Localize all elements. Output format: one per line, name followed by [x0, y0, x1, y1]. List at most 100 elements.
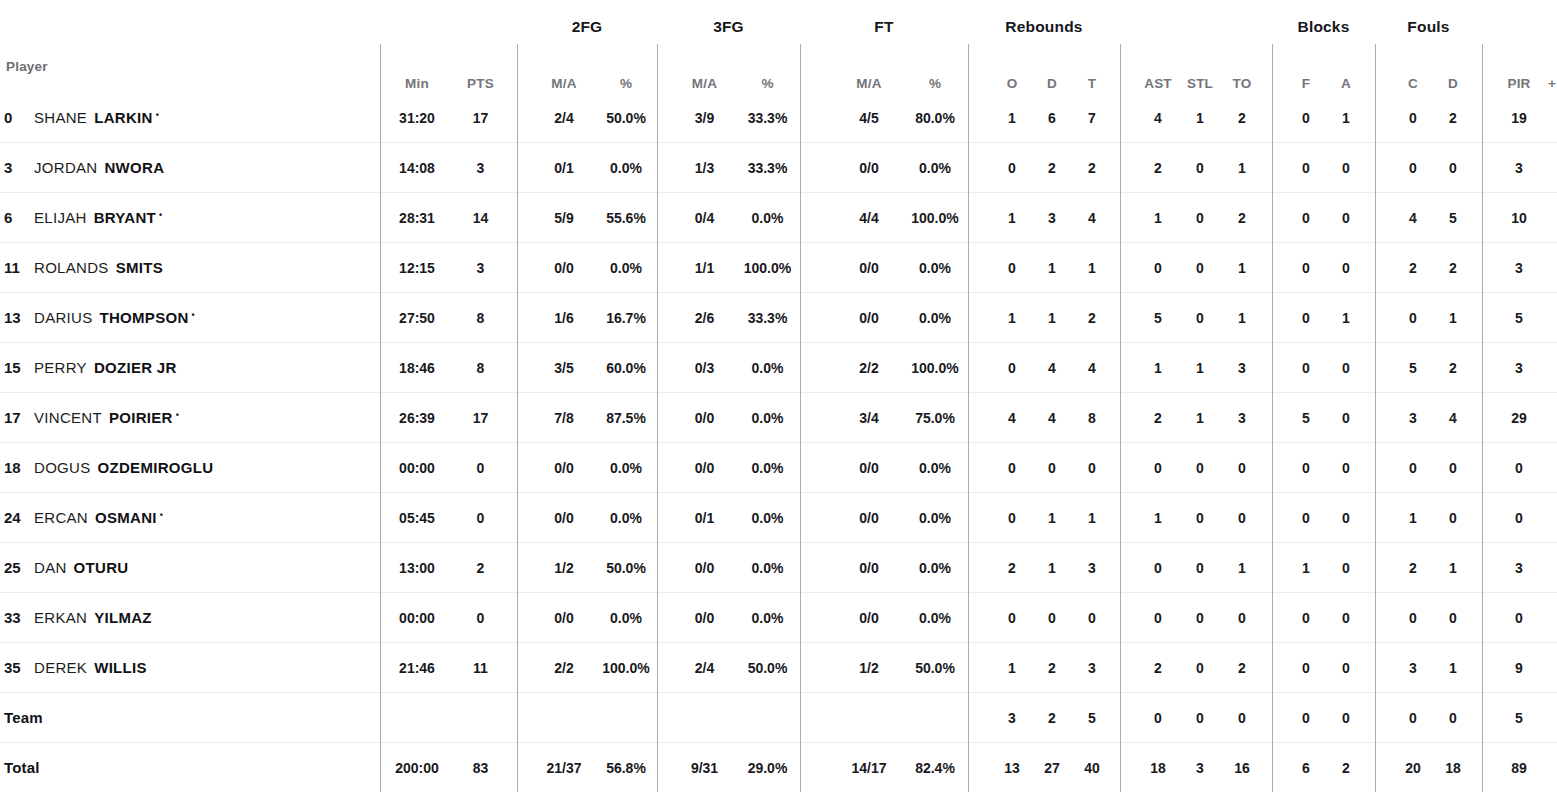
blk-f-cell: 0	[1286, 710, 1326, 726]
fg2-pct-cell: 87.5%	[595, 410, 657, 426]
pir-cell: 3	[1494, 560, 1544, 576]
reb-o-cell: 1	[992, 210, 1032, 226]
minutes-cell: 28:31	[385, 210, 449, 226]
ft-ma-cell: 2/2	[836, 360, 902, 376]
blk-a-cell: 0	[1326, 410, 1366, 426]
to-cell: 1	[1221, 310, 1263, 326]
to-cell: 2	[1221, 660, 1263, 676]
to-cell: 0	[1221, 610, 1263, 626]
fg3-pct-cell: 0.0%	[736, 510, 799, 526]
ft-ma-cell: 0/0	[836, 260, 902, 276]
ft-ma-cell: 4/4	[836, 210, 902, 226]
blk-a-cell: 0	[1326, 160, 1366, 176]
player-row: 0SHANELARKIN• 31:2017 2/450.0% 3/933.3% …	[0, 93, 1557, 143]
foul-d-cell: 0	[1433, 160, 1473, 176]
team-label-cell: Team	[0, 693, 380, 742]
stl-cell: 0	[1179, 560, 1221, 576]
blk-a-cell: 0	[1326, 360, 1366, 376]
ft-pct-cell: 0.0%	[902, 310, 968, 326]
foul-d-cell: 2	[1433, 360, 1473, 376]
ft-ma-cell: 0/0	[836, 610, 902, 626]
foul-c-cell: 0	[1393, 710, 1433, 726]
column-divider	[1272, 44, 1273, 792]
foul-c-cell: 5	[1393, 360, 1433, 376]
player-row: 24ERCANOSMANI• 05:450 0/00.0% 0/10.0% 0/…	[0, 493, 1557, 543]
foul-c-cell: 4	[1393, 210, 1433, 226]
ft-ma-cell: 0/0	[836, 310, 902, 326]
fg3-pct-cell: 100.0%	[736, 260, 799, 276]
group-header-rebounds: Rebounds	[968, 18, 1120, 36]
ast-cell: 1	[1137, 360, 1179, 376]
foul-d-cell: 0	[1433, 610, 1473, 626]
fg2-pct-cell: 50.0%	[595, 560, 657, 576]
minutes-cell: 31:20	[385, 110, 449, 126]
pir-cell: 9	[1494, 660, 1544, 676]
reb-o-cell: 0	[992, 460, 1032, 476]
player-row: 18DOGUSOZDEMIROGLU 00:000 0/00.0% 0/00.0…	[0, 443, 1557, 493]
blk-f-cell: 5	[1286, 410, 1326, 426]
player-first-name: ERKAN	[34, 609, 87, 626]
col-header-ft-pct: %	[902, 76, 968, 91]
player-last-name: POIRIER	[109, 409, 173, 426]
reb-o-cell: 0	[992, 360, 1032, 376]
to-cell: 16	[1221, 760, 1263, 776]
to-cell: 3	[1221, 410, 1263, 426]
minutes-cell: 13:00	[385, 560, 449, 576]
fg2-ma-cell: 0/0	[533, 260, 595, 276]
reb-o-cell: 1	[992, 310, 1032, 326]
fg2-pct-cell: 55.6%	[595, 210, 657, 226]
stl-cell: 1	[1179, 360, 1221, 376]
to-cell: 0	[1221, 710, 1263, 726]
pir-cell: 10	[1494, 210, 1544, 226]
points-cell: 2	[449, 560, 512, 576]
ast-cell: 1	[1137, 510, 1179, 526]
blk-f-cell: 0	[1286, 510, 1326, 526]
group-header-3fg: 3FG	[657, 18, 800, 36]
pir-cell: 5	[1494, 710, 1544, 726]
player-row: 15PERRYDOZIER JR 18:468 3/560.0% 0/30.0%…	[0, 343, 1557, 393]
jersey-number: 13	[4, 309, 34, 326]
blk-f-cell: 0	[1286, 360, 1326, 376]
reb-d-cell: 6	[1032, 110, 1072, 126]
reb-d-cell: 2	[1032, 710, 1072, 726]
player-first-name: SHANE	[34, 109, 87, 126]
player-name-cell: 11ROLANDSSMITS	[0, 243, 380, 292]
col-header-pts: PTS	[449, 76, 512, 91]
foul-c-cell: 3	[1393, 410, 1433, 426]
stl-cell: 0	[1179, 660, 1221, 676]
col-header-min: Min	[385, 76, 449, 91]
foul-c-cell: 2	[1393, 560, 1433, 576]
player-name-cell: 17VINCENTPOIRIER•	[0, 393, 380, 442]
player-name-cell: 3JORDANNWORA	[0, 143, 380, 192]
fg3-ma-cell: 0/0	[673, 460, 736, 476]
ft-pct-cell: 0.0%	[902, 160, 968, 176]
foul-c-cell: 0	[1393, 460, 1433, 476]
minutes-cell: 00:00	[385, 610, 449, 626]
reb-t-cell: 3	[1072, 560, 1112, 576]
reb-o-cell: 13	[992, 760, 1032, 776]
pir-cell: 19	[1494, 110, 1544, 126]
pir-cell: 3	[1494, 360, 1544, 376]
player-name-cell: 18DOGUSOZDEMIROGLU	[0, 443, 380, 492]
player-last-name: DOZIER JR	[94, 359, 177, 376]
column-divider	[380, 44, 381, 792]
player-last-name: OTURU	[74, 559, 129, 576]
player-first-name: VINCENT	[34, 409, 102, 426]
fg3-pct-cell: 33.3%	[736, 110, 799, 126]
points-cell: 17	[449, 410, 512, 426]
starter-indicator: •	[192, 310, 195, 320]
ast-cell: 5	[1137, 310, 1179, 326]
pir-cell: 3	[1494, 160, 1544, 176]
column-divider	[657, 44, 658, 792]
column-divider	[1482, 44, 1483, 792]
fg3-ma-cell: 0/4	[673, 210, 736, 226]
fg2-pct-cell: 0.0%	[595, 160, 657, 176]
reb-t-cell: 1	[1072, 510, 1112, 526]
reb-o-cell: 0	[992, 160, 1032, 176]
pir-cell: 0	[1494, 510, 1544, 526]
foul-c-cell: 20	[1393, 760, 1433, 776]
column-divider	[968, 44, 969, 792]
reb-d-cell: 1	[1032, 260, 1072, 276]
fg2-ma-cell: 0/0	[533, 610, 595, 626]
reb-o-cell: 1	[992, 110, 1032, 126]
